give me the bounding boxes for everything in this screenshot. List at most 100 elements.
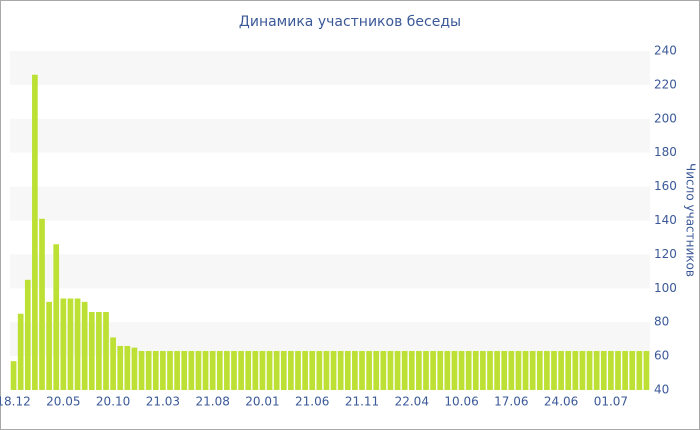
bar: [558, 351, 564, 390]
bar: [423, 351, 429, 390]
bar: [330, 351, 337, 390]
bar: [174, 351, 180, 390]
bar: [238, 351, 244, 390]
bar: [117, 345, 124, 390]
bar: [344, 351, 351, 390]
x-tick-label: 22.04: [395, 395, 429, 409]
bar: [608, 351, 614, 390]
bar: [387, 351, 394, 390]
grid-band: [10, 186, 650, 221]
bar: [522, 351, 529, 390]
bar: [17, 313, 24, 390]
y-tick-label: 60: [654, 349, 669, 363]
grid-band: [10, 322, 650, 357]
bar: [373, 351, 380, 390]
bar: [195, 351, 202, 390]
bar: [138, 351, 145, 390]
bar: [181, 351, 188, 390]
bar: [408, 351, 415, 390]
bar: [643, 351, 650, 390]
bar: [160, 351, 166, 390]
bar: [572, 351, 579, 390]
bar: [579, 351, 586, 390]
x-tick-label: 21.11: [345, 395, 379, 409]
bar: [565, 351, 572, 390]
bar: [487, 351, 493, 390]
bar: [316, 351, 323, 390]
bar: [245, 351, 252, 390]
x-tick-label: 17.06: [494, 395, 528, 409]
bar: [103, 312, 109, 390]
y-axis-label: Число участников: [684, 163, 698, 277]
bar: [88, 312, 95, 390]
bar: [629, 351, 636, 390]
x-tick-label: 21.06: [295, 395, 329, 409]
y-tick-label: 240: [654, 44, 677, 58]
y-tick-label: 140: [654, 213, 677, 227]
bar: [430, 351, 436, 390]
x-tick-label: 10.06: [444, 395, 478, 409]
bar: [586, 351, 593, 390]
y-tick-label: 160: [654, 179, 677, 193]
bar: [295, 351, 301, 390]
y-tick-label: 40: [654, 383, 669, 397]
bar: [401, 351, 408, 390]
bar: [216, 351, 223, 390]
bar: [131, 347, 138, 390]
bar: [202, 351, 209, 390]
grid-band: [10, 51, 650, 85]
bar: [593, 351, 600, 390]
bar: [359, 351, 365, 390]
bar: [24, 279, 31, 390]
x-tick-label: 18.12: [0, 395, 31, 409]
bar: [288, 351, 294, 390]
bar: [67, 298, 74, 390]
grid-band: [10, 254, 650, 289]
bar: [416, 351, 422, 390]
x-tick-label: 01.07: [594, 395, 628, 409]
bar: [494, 351, 500, 390]
y-tick-label: 100: [654, 281, 677, 295]
y-tick-label: 120: [654, 247, 677, 261]
bar: [46, 301, 52, 390]
bar: [188, 351, 195, 390]
bar: [60, 298, 67, 390]
bar: [323, 351, 330, 390]
bar: [124, 345, 131, 390]
y-tick-label: 200: [654, 111, 677, 125]
x-tick-label: 24.06: [544, 395, 578, 409]
x-tick-label: 20.05: [46, 395, 80, 409]
bar: [74, 298, 81, 390]
bar: [209, 351, 216, 390]
bar: [224, 351, 230, 390]
bar: [266, 351, 273, 390]
bar: [32, 74, 38, 390]
bar: [508, 351, 515, 390]
bar: [337, 351, 344, 390]
x-tick-label: 21.03: [146, 395, 180, 409]
x-tick-label: 21.08: [195, 395, 229, 409]
bar: [551, 351, 557, 390]
bar: [110, 337, 116, 390]
grid-band: [10, 118, 650, 153]
y-tick-label: 80: [654, 315, 669, 329]
bar: [273, 351, 280, 390]
bar: [465, 351, 472, 390]
bar: [380, 351, 387, 390]
bar: [352, 351, 358, 390]
bar: [81, 301, 88, 390]
bar: [53, 244, 60, 390]
bar: [444, 351, 451, 390]
bar: [458, 351, 465, 390]
bar: [394, 351, 401, 390]
x-tick-label: 20.01: [245, 395, 279, 409]
chart-title: Динамика участников беседы: [239, 14, 461, 30]
bar: [231, 351, 237, 390]
bar: [309, 351, 316, 390]
bar: [167, 351, 173, 390]
bar: [501, 351, 508, 390]
y-tick-label: 220: [654, 77, 677, 91]
x-tick-label: 20.10: [96, 395, 130, 409]
bar: [10, 361, 17, 390]
